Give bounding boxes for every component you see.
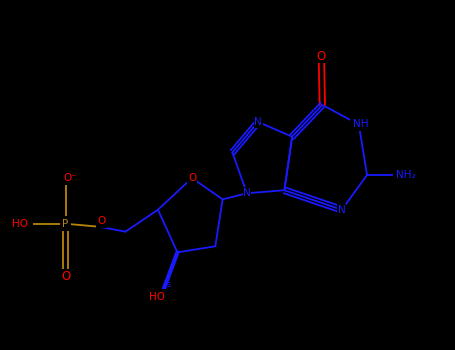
Text: NH₂: NH₂ bbox=[396, 170, 416, 180]
Text: HO: HO bbox=[12, 219, 28, 229]
Bar bbox=[254, 116, 263, 128]
Bar bbox=[316, 49, 327, 63]
Text: N: N bbox=[254, 117, 262, 127]
Text: O: O bbox=[317, 50, 326, 63]
Bar bbox=[393, 167, 419, 183]
Bar bbox=[187, 172, 197, 185]
Bar bbox=[61, 171, 80, 186]
Bar bbox=[96, 215, 107, 228]
Text: O: O bbox=[188, 173, 196, 183]
Text: NH: NH bbox=[354, 119, 369, 130]
Bar bbox=[60, 216, 71, 231]
Bar bbox=[243, 187, 251, 199]
Bar bbox=[144, 289, 168, 305]
Text: O: O bbox=[61, 270, 70, 283]
Text: N: N bbox=[243, 188, 251, 198]
Bar bbox=[338, 204, 346, 216]
Bar bbox=[349, 118, 368, 131]
Text: O⁻: O⁻ bbox=[64, 173, 77, 183]
Bar bbox=[60, 270, 71, 284]
Bar bbox=[7, 216, 32, 231]
Text: O: O bbox=[97, 216, 106, 226]
Text: s: s bbox=[166, 280, 170, 289]
Text: P: P bbox=[62, 219, 69, 229]
Text: N: N bbox=[338, 205, 346, 215]
Text: HO: HO bbox=[149, 292, 165, 302]
